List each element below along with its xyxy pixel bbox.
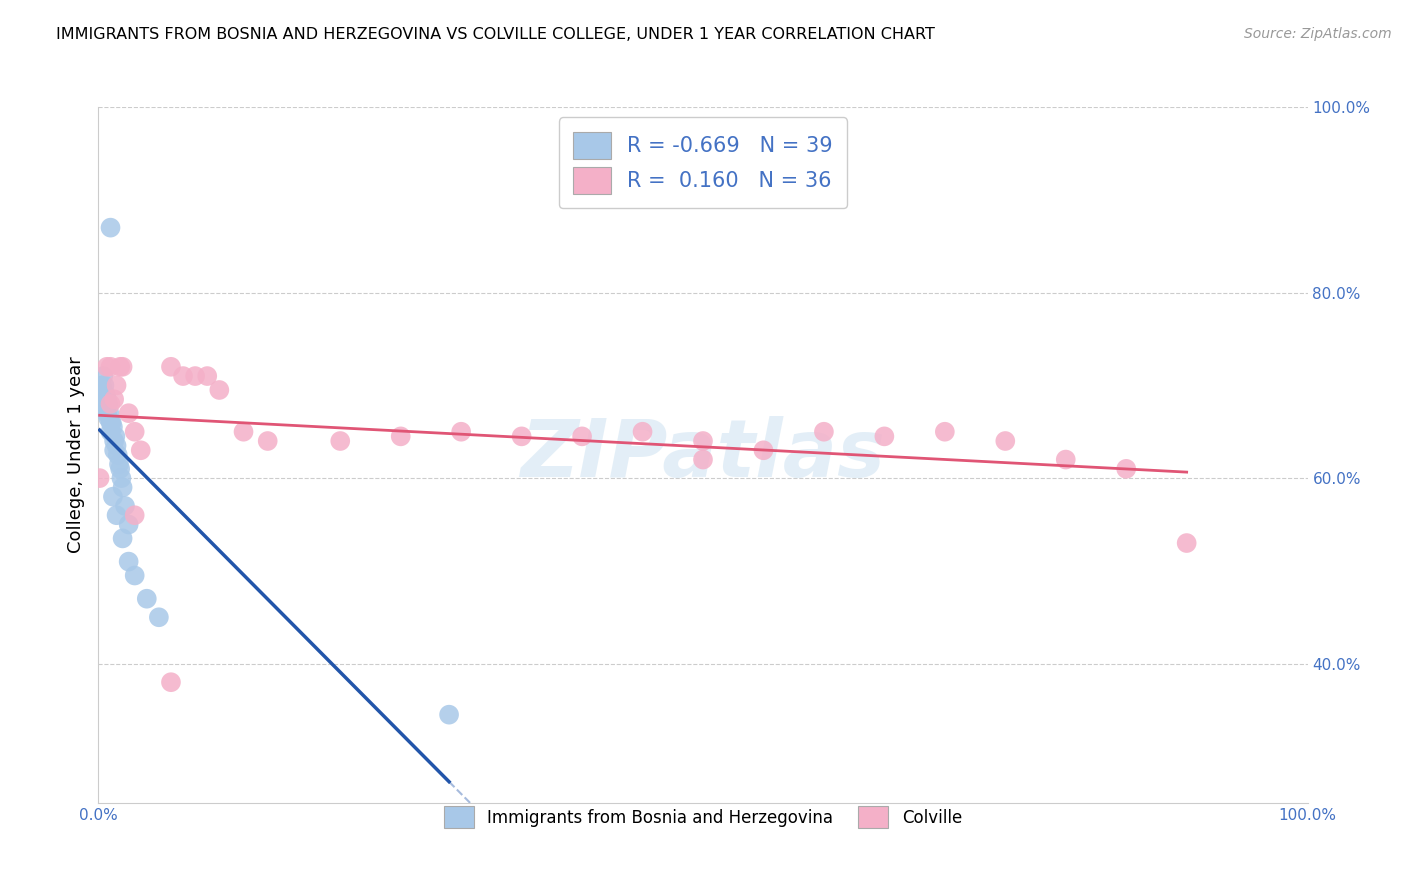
Point [111, 359, 134, 374]
Point [124, 568, 146, 582]
Point [118, 555, 141, 569]
Point [89, 471, 111, 485]
Point [97, 410, 120, 425]
Point [184, 369, 207, 384]
Point [118, 517, 141, 532]
Point [1054, 452, 1077, 467]
Point [752, 443, 775, 458]
Point [571, 429, 593, 443]
Point [100, 416, 122, 430]
Y-axis label: College, Under 1 year: College, Under 1 year [66, 357, 84, 553]
Legend: Immigrants from Bosnia and Herzegovina, Colville: Immigrants from Bosnia and Herzegovina, … [436, 798, 970, 836]
Point [91, 369, 114, 384]
Point [100, 416, 122, 430]
Point [195, 369, 218, 384]
Point [631, 425, 654, 439]
Point [437, 707, 460, 722]
Point [105, 508, 128, 523]
Point [96, 359, 118, 374]
Point [108, 359, 131, 374]
Point [124, 508, 146, 523]
Point [100, 397, 122, 411]
Point [96, 392, 118, 407]
Point [232, 425, 254, 439]
Point [101, 420, 124, 434]
Point [108, 457, 131, 471]
Point [103, 392, 125, 407]
Point [100, 220, 122, 235]
Point [89, 397, 111, 411]
Point [450, 425, 472, 439]
Point [100, 425, 122, 439]
Point [110, 471, 132, 485]
Point [93, 397, 115, 411]
Point [105, 378, 128, 392]
Point [1175, 536, 1198, 550]
Point [107, 448, 129, 462]
Point [1115, 462, 1137, 476]
Point [256, 434, 278, 448]
Point [103, 443, 125, 458]
Point [129, 443, 152, 458]
Point [135, 591, 157, 606]
Point [118, 406, 141, 420]
Point [160, 675, 183, 690]
Point [108, 462, 131, 476]
Point [100, 359, 122, 374]
Point [96, 406, 118, 420]
Point [813, 425, 835, 439]
Point [148, 610, 170, 624]
Point [934, 425, 956, 439]
Point [873, 429, 896, 443]
Point [692, 434, 714, 448]
Point [91, 387, 114, 401]
Point [510, 429, 533, 443]
Point [97, 397, 120, 411]
Point [91, 378, 114, 392]
Point [208, 383, 231, 397]
Point [329, 434, 352, 448]
Point [94, 387, 117, 401]
Point [124, 425, 146, 439]
Point [93, 378, 115, 392]
Point [104, 429, 127, 443]
Point [90, 387, 112, 401]
Point [101, 490, 124, 504]
Point [91, 397, 114, 411]
Point [98, 406, 121, 420]
Point [111, 480, 134, 494]
Point [94, 401, 117, 416]
Text: ZIPatlas: ZIPatlas [520, 416, 886, 494]
Point [172, 369, 194, 384]
Point [160, 359, 183, 374]
Text: IMMIGRANTS FROM BOSNIA AND HERZEGOVINA VS COLVILLE COLLEGE, UNDER 1 YEAR CORRELA: IMMIGRANTS FROM BOSNIA AND HERZEGOVINA V… [56, 27, 935, 42]
Point [389, 429, 412, 443]
Point [103, 434, 125, 448]
Point [111, 532, 134, 546]
Text: Source: ZipAtlas.com: Source: ZipAtlas.com [1244, 27, 1392, 41]
Point [994, 434, 1017, 448]
Point [105, 439, 128, 453]
Point [692, 452, 714, 467]
Point [114, 499, 136, 513]
